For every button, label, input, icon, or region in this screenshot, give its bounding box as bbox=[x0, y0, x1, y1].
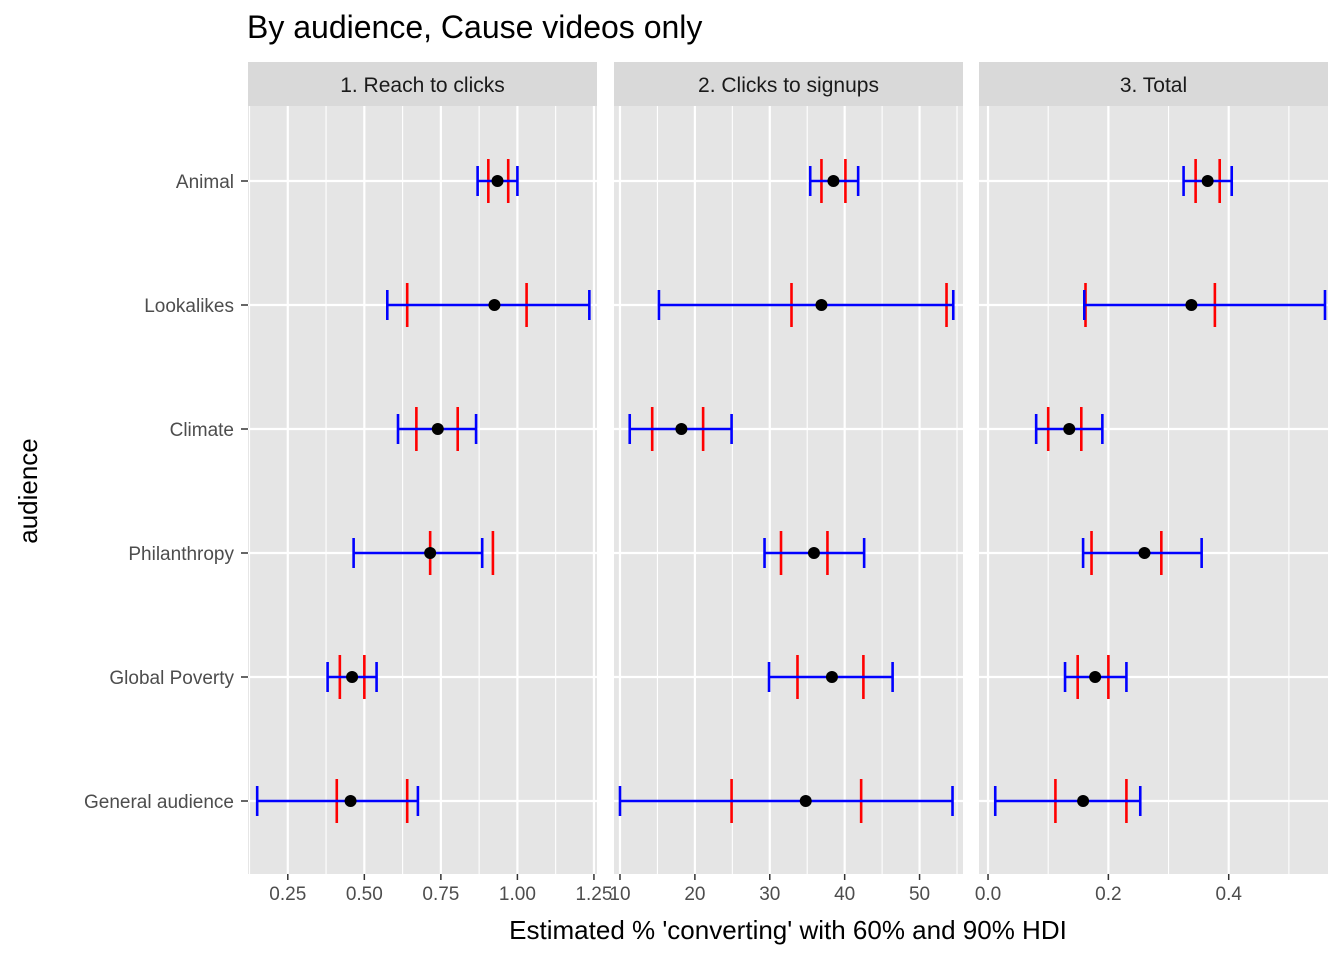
point-estimate bbox=[815, 299, 828, 311]
x-tick-label: 0.75 bbox=[422, 884, 459, 905]
facet-strip bbox=[979, 62, 1328, 106]
facet-strip-label: 3. Total bbox=[1120, 74, 1187, 97]
y-tick-label: General audience bbox=[84, 792, 234, 813]
x-tick-label: 30 bbox=[759, 884, 780, 905]
point-estimate bbox=[1138, 547, 1151, 559]
panel-background bbox=[614, 106, 963, 874]
facet-panel: 2. Clicks to signups 10 20 30 40 50 bbox=[609, 62, 963, 905]
facet-strip-label: 1. Reach to clicks bbox=[340, 74, 505, 97]
point-estimate bbox=[491, 175, 504, 187]
x-tick-label: 1.00 bbox=[499, 884, 536, 905]
facet-strip bbox=[614, 62, 963, 106]
y-tick-label: Climate bbox=[170, 420, 234, 441]
x-tick-label: 0.2 bbox=[1095, 884, 1121, 905]
point-estimate bbox=[431, 423, 444, 435]
point-estimate bbox=[488, 299, 501, 311]
x-tick-label: 50 bbox=[909, 884, 930, 905]
x-tick-label: 40 bbox=[834, 884, 855, 905]
point-estimate bbox=[825, 671, 838, 683]
y-tick-label: Animal bbox=[176, 172, 234, 193]
x-tick-label: 0.0 bbox=[975, 884, 1001, 905]
x-tick-label: 10 bbox=[609, 884, 630, 905]
x-tick-label: 0.4 bbox=[1216, 884, 1243, 905]
point-estimate bbox=[344, 795, 357, 807]
y-axis-title: audience bbox=[13, 438, 43, 544]
facet-strip bbox=[248, 62, 597, 106]
y-tick-label: Philanthropy bbox=[128, 544, 234, 565]
facet-strip-label: 2. Clicks to signups bbox=[698, 74, 879, 97]
point-estimate bbox=[346, 671, 359, 683]
point-estimate bbox=[799, 795, 812, 807]
facet-panel: 1. Reach to clicks 0.25 0.50 0.75 1.00 1.25 bbox=[248, 62, 612, 905]
x-tick-label: 1.25 bbox=[575, 884, 612, 905]
point-estimate bbox=[1089, 671, 1102, 683]
point-estimate bbox=[424, 547, 437, 559]
point-estimate bbox=[1185, 299, 1198, 311]
x-axis-title: Estimated % 'converting' with 60% and 90… bbox=[509, 915, 1067, 945]
x-tick-label: 20 bbox=[684, 884, 705, 905]
point-estimate bbox=[827, 175, 840, 187]
y-tick-label: Global Poverty bbox=[109, 668, 234, 689]
x-tick-label: 0.25 bbox=[269, 884, 306, 905]
chart-title: By audience, Cause videos only bbox=[247, 9, 702, 45]
x-tick-label: 0.50 bbox=[346, 884, 383, 905]
point-estimate bbox=[1201, 175, 1214, 187]
panel-background bbox=[248, 106, 597, 874]
point-estimate bbox=[675, 423, 688, 435]
point-estimate bbox=[807, 547, 820, 559]
point-estimate bbox=[1077, 795, 1090, 807]
panel-background bbox=[979, 106, 1328, 874]
y-axis-labels: Animal Lookalikes Climate Philanthropy Globa… bbox=[84, 172, 248, 813]
y-tick-label: Lookalikes bbox=[144, 296, 234, 317]
facet-panel: 3. Total 0.0 0.2 0.4 bbox=[975, 62, 1328, 905]
point-estimate bbox=[1063, 423, 1076, 435]
